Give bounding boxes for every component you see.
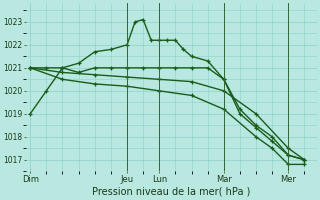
X-axis label: Pression niveau de la mer( hPa ): Pression niveau de la mer( hPa ) bbox=[92, 187, 251, 197]
